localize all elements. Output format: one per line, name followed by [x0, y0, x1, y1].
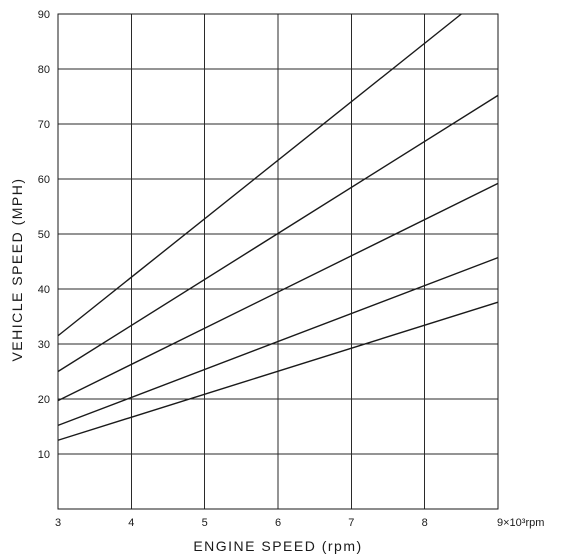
series-group	[57, 13, 499, 441]
y-axis-title: VEHICLE SPEED (MPH)	[9, 177, 25, 361]
y-tick-label: 50	[38, 229, 50, 241]
y-tick-label: 10	[38, 449, 50, 461]
x-tick-label: 3	[55, 517, 61, 529]
x-tick-label: 9×10³rpm	[497, 517, 544, 529]
series-line-2	[57, 94, 499, 373]
series-line-3	[57, 182, 499, 402]
y-tick-label: 80	[38, 64, 50, 76]
plot-frame	[57, 13, 499, 510]
x-tick-label: 8	[422, 517, 428, 529]
y-tick-label: 70	[38, 119, 50, 131]
series-line-4	[57, 256, 499, 427]
series-line-5	[57, 301, 499, 441]
y-tick-label: 40	[38, 284, 50, 296]
series-line-1	[57, 13, 462, 337]
x-tick-label: 4	[128, 517, 134, 529]
y-tick-label: 90	[38, 9, 50, 21]
x-axis-title: ENGINE SPEED (rpm)	[193, 538, 362, 554]
x-tick-label: 6	[275, 517, 281, 529]
y-tick-label: 20	[38, 394, 50, 406]
tick-labels: 3 4 5 6 7 8 9×10³rpm 10 20 30 40 50 60 70 80 90	[38, 9, 545, 529]
grid	[58, 14, 498, 509]
x-tick-label: 7	[348, 517, 354, 529]
x-tick-label: 5	[202, 517, 208, 529]
y-tick-label: 60	[38, 174, 50, 186]
y-tick-label: 30	[38, 339, 50, 351]
